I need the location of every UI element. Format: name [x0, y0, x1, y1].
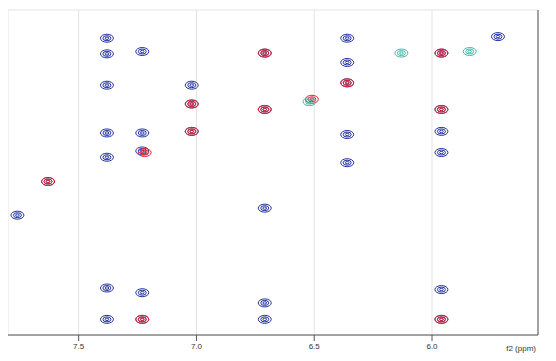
svg-text:7.5: 7.5: [73, 342, 85, 351]
svg-text:f2 (ppm): f2 (ppm): [506, 344, 536, 353]
svg-text:6.0: 6.0: [426, 342, 438, 351]
svg-text:7.0: 7.0: [191, 342, 203, 351]
svg-text:6.5: 6.5: [309, 342, 321, 351]
